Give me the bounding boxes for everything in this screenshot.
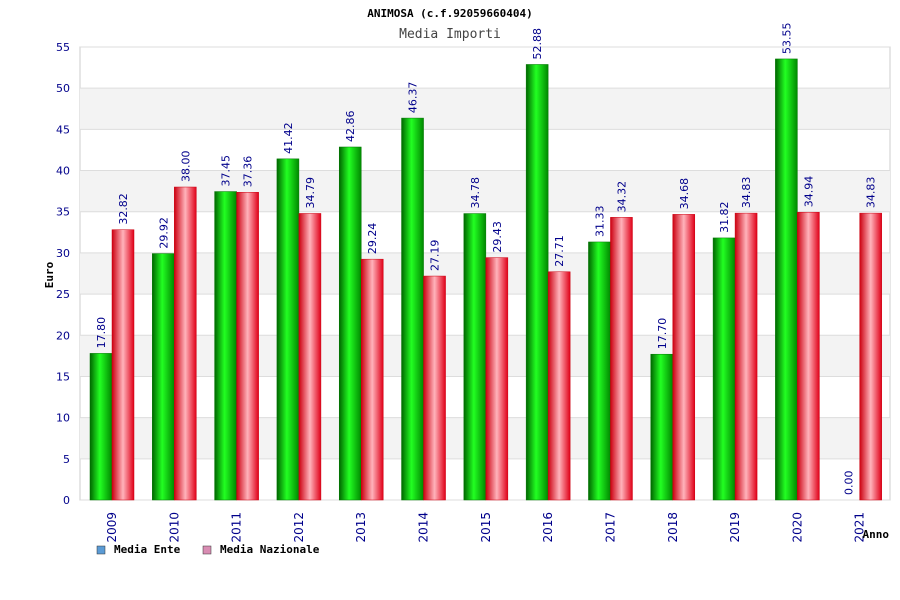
x-tick-label: 2015 [479,512,493,543]
y-tick-label: 10 [56,412,70,425]
y-axis-ticks: 0 5 10 15 20 25 30 35 40 45 50 55 [56,41,70,507]
data-label: 32.82 [117,193,130,225]
data-label: 29.24 [366,223,379,255]
y-tick-label: 15 [56,370,70,383]
y-tick-label: 30 [56,247,70,260]
bar-media-ente-2018 [650,353,674,501]
bar-media-nazionale-2018 [672,214,696,501]
bar-media-nazionale-2013 [360,258,384,501]
bar-media-nazionale-2014 [423,275,446,501]
bar-media-ente-2013 [338,146,362,501]
x-tick-label: 2012 [292,512,306,543]
x-tick-label: 2014 [417,512,431,543]
legend-swatch-media-nazionale [202,545,212,555]
bar-media-nazionale-2015 [485,257,509,501]
bar-media-ente-2015 [463,213,487,501]
data-label: 37.36 [242,156,255,188]
x-tick-label: 2020 [790,512,804,543]
data-label: 17.70 [656,318,669,350]
x-tick-label: 2021 [853,512,867,543]
bar-media-ente-2019 [712,237,736,501]
y-tick-label: 5 [63,453,70,466]
grid-band [80,170,890,212]
x-tick-label: 2013 [354,512,368,543]
bar-media-ente-2012 [276,158,300,501]
x-tick-label: 2018 [666,512,680,543]
bar-media-nazionale-2017 [610,217,633,501]
x-axis-ticks: 2009 2010 2011 2012 2013 2014 2015 2016 2017 2018… [105,512,867,543]
bar-media-nazionale-2019 [734,212,758,501]
bar-media-ente-2009 [89,353,113,501]
y-tick-label: 40 [56,165,70,178]
data-label: 34.32 [615,181,628,213]
bar-media-nazionale-2010 [174,186,197,501]
y-tick-label: 25 [56,288,70,301]
data-label: 41.42 [282,122,295,154]
bar-media-ente-2014 [401,117,424,501]
legend: Media Ente Media Nazionale [96,543,320,556]
bars [89,58,882,501]
chart-subtitle: Media Importi [399,27,501,42]
bar-media-nazionale-2021 [859,212,882,501]
bar-media-ente-2010 [152,253,175,501]
data-label: 34.83 [865,177,878,209]
bar-media-nazionale-2011 [236,192,259,501]
data-label: 31.33 [593,205,606,237]
x-tick-label: 2017 [603,512,617,543]
data-label: 17.80 [95,317,108,349]
y-tick-label: 20 [56,329,70,342]
x-tick-label: 2019 [728,512,742,543]
bar-media-nazionale-2020 [797,211,820,501]
bar-media-ente-2011 [214,191,237,501]
y-tick-label: 35 [56,206,70,219]
x-tick-label: 2011 [230,512,244,543]
data-label: 0.00 [843,471,856,496]
data-label: 38.00 [179,151,192,183]
data-label: 27.19 [429,240,442,272]
chart-title: ANIMOSA (c.f.92059660404) [367,7,533,20]
x-tick-label: 2010 [167,512,181,543]
data-label: 37.45 [220,155,233,187]
grid-band [80,88,890,130]
bar-media-nazionale-2009 [111,229,135,501]
legend-label-media-ente: Media Ente [114,543,181,556]
data-label: 42.86 [344,110,357,142]
data-label: 53.55 [780,22,793,54]
data-label: 34.83 [740,177,753,209]
data-labels: 17.80 32.82 29.92 38.00 37.45 37.36 41.42 34.79… [95,22,878,495]
bar-media-ente-2020 [775,58,798,501]
data-label: 52.88 [531,28,544,60]
data-label: 31.82 [718,201,731,233]
bar-media-nazionale-2016 [547,271,571,501]
data-label: 29.43 [491,221,504,253]
y-tick-label: 45 [56,123,70,136]
data-label: 46.37 [407,82,420,114]
y-tick-label: 0 [63,494,70,507]
data-label: 29.92 [157,217,170,249]
data-label: 34.78 [469,177,482,209]
y-axis-label: Euro [43,261,56,288]
legend-swatch-media-ente [96,545,106,555]
x-tick-label: 2009 [105,512,119,543]
bar-media-ente-2017 [588,241,611,501]
legend-label-media-nazionale: Media Nazionale [220,543,320,556]
x-axis-label: Anno [863,528,890,541]
bar-media-nazionale-2012 [298,213,322,501]
y-tick-label: 50 [56,82,70,95]
data-label: 34.79 [304,177,317,209]
x-tick-label: 2016 [541,512,555,543]
bar-media-ente-2016 [525,64,549,501]
data-label: 34.68 [678,178,691,210]
y-tick-label: 55 [56,41,70,54]
data-label: 27.71 [553,235,566,267]
data-label: 34.94 [802,176,815,208]
